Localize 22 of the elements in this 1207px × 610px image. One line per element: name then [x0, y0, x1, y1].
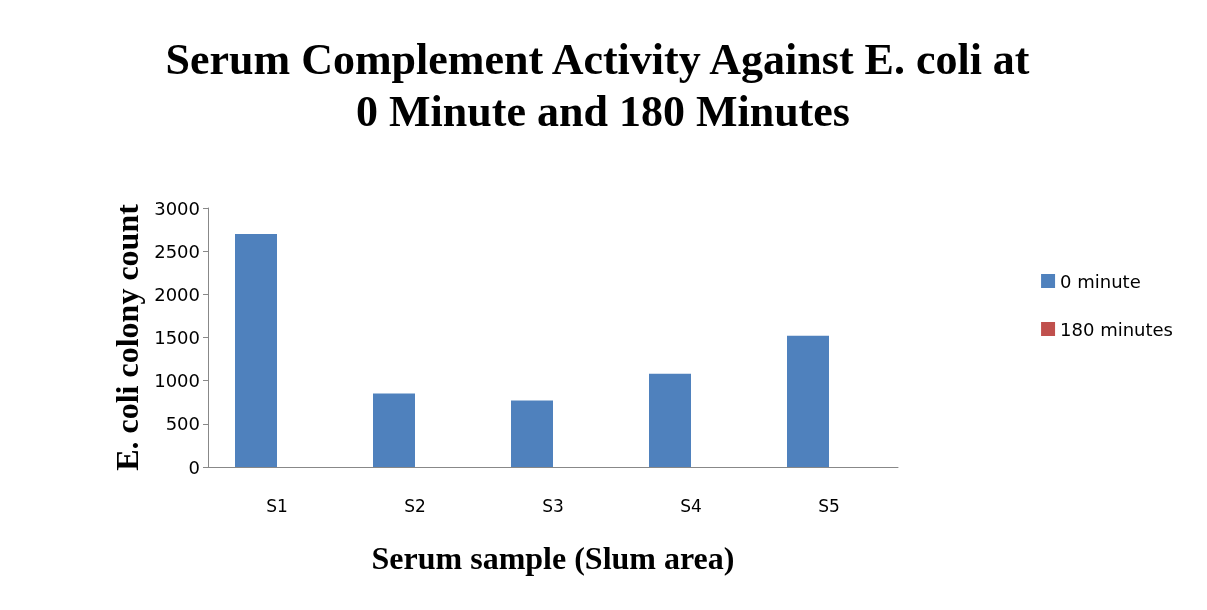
chart-title: Serum Complement Activity Against E. coli at 0 Minute and 180 Minutes: [165, 34, 1041, 136]
y-tick-label: 1000: [154, 370, 200, 392]
x-tick-label: S5: [818, 495, 840, 516]
x-tick-label: S1: [266, 495, 288, 516]
y-axis-title: E. coli colony count: [109, 203, 146, 471]
bar: [787, 335, 829, 467]
bar: [649, 373, 691, 467]
x-tick-label: S2: [404, 495, 426, 516]
bar: [511, 400, 553, 467]
y-tick-label: 0: [188, 456, 200, 478]
y-tick-label: 2500: [154, 240, 200, 262]
x-axis-title: Serum sample (Slum area): [371, 540, 735, 576]
x-tick-label: S4: [680, 495, 702, 516]
bar: [373, 393, 415, 467]
y-tick-label: 500: [165, 413, 200, 435]
bar: [235, 233, 277, 467]
x-tick-label: S3: [542, 495, 564, 516]
y-tick-label: 2000: [154, 283, 200, 305]
legend-label: 0 minute: [1060, 270, 1141, 292]
y-tick-label: 1500: [154, 327, 200, 348]
y-tick-label: 3000: [154, 197, 200, 219]
legend-label: 180 minutes: [1060, 318, 1174, 340]
